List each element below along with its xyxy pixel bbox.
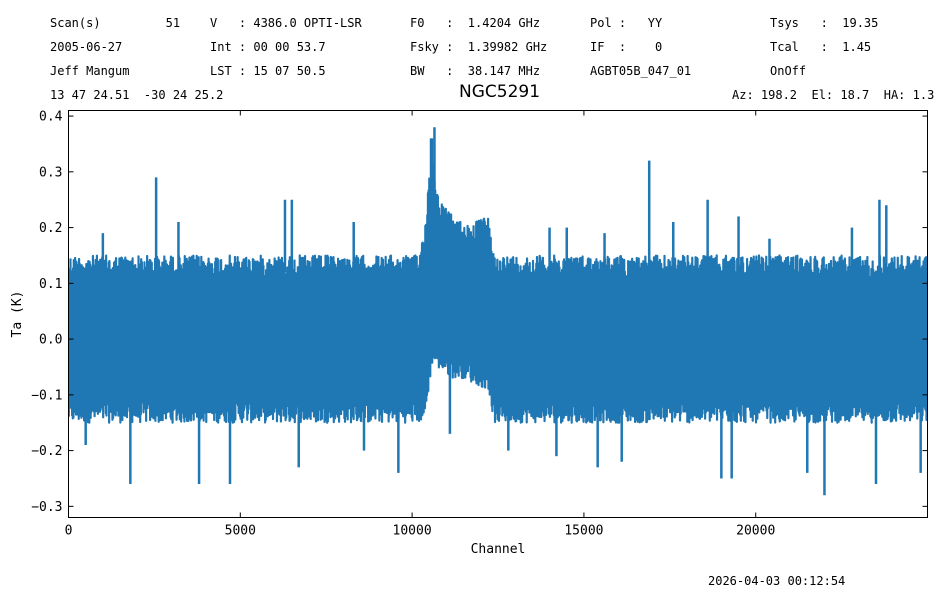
- tcal-label: Tcal : 1.45: [770, 40, 872, 54]
- y-tick-label: −0.2: [31, 444, 62, 459]
- spectrum-series: [68, 127, 928, 496]
- x-tick-label: 10000: [393, 524, 432, 539]
- x-tick-label: 15000: [564, 524, 603, 539]
- y-tick-label: −0.3: [31, 500, 62, 515]
- coordinates-label: 13 47 24.51 -30 24 25.2: [50, 88, 224, 102]
- y-tick-label: 0.0: [39, 333, 62, 348]
- az-el-ha-label: Az: 198.2 El: 18.7 HA: 1.3: [732, 88, 935, 102]
- bandwidth-label: BW : 38.147 MHz: [410, 64, 541, 78]
- tsys-label: Tsys : 19.35: [770, 16, 879, 30]
- observer-label: Jeff Mangum: [50, 64, 130, 78]
- y-tick-label: 0.1: [39, 277, 62, 292]
- x-tick-label: 5000: [225, 524, 256, 539]
- x-axis-label: Channel: [471, 542, 526, 557]
- lst-label: LST : 15 07 50.5: [210, 64, 326, 78]
- polarization-label: Pol : YY: [590, 16, 663, 30]
- if-label: IF : 0: [590, 40, 663, 54]
- x-tick-label: 20000: [736, 524, 775, 539]
- date-label: 2005-06-27: [50, 40, 123, 54]
- scan-label: Scan(s) 51: [50, 16, 181, 30]
- plot-frame: [68, 110, 928, 518]
- procedure-label: OnOff: [770, 64, 807, 78]
- y-tick-label: 0.3: [39, 165, 62, 180]
- velocity-label: V : 4386.0 OPTI-LSR: [210, 16, 362, 30]
- y-tick-label: 0.4: [39, 110, 63, 125]
- y-tick-label: 0.2: [39, 221, 62, 236]
- timestamp-label: 2026-04-03 00:12:54: [708, 574, 846, 588]
- spectrum-line: [68, 163, 928, 424]
- integration-label: Int : 00 00 53.7: [210, 40, 326, 54]
- fsky-label: Fsky : 1.39982 GHz: [410, 40, 548, 54]
- f0-label: F0 : 1.4204 GHz: [410, 16, 541, 30]
- x-tick-label: 0: [65, 524, 73, 539]
- chart-title: NGC5291: [459, 82, 541, 102]
- y-axis-label: Ta (K): [10, 291, 25, 338]
- y-tick-label: −0.1: [31, 388, 62, 403]
- project-label: AGBT05B_047_01: [590, 64, 692, 78]
